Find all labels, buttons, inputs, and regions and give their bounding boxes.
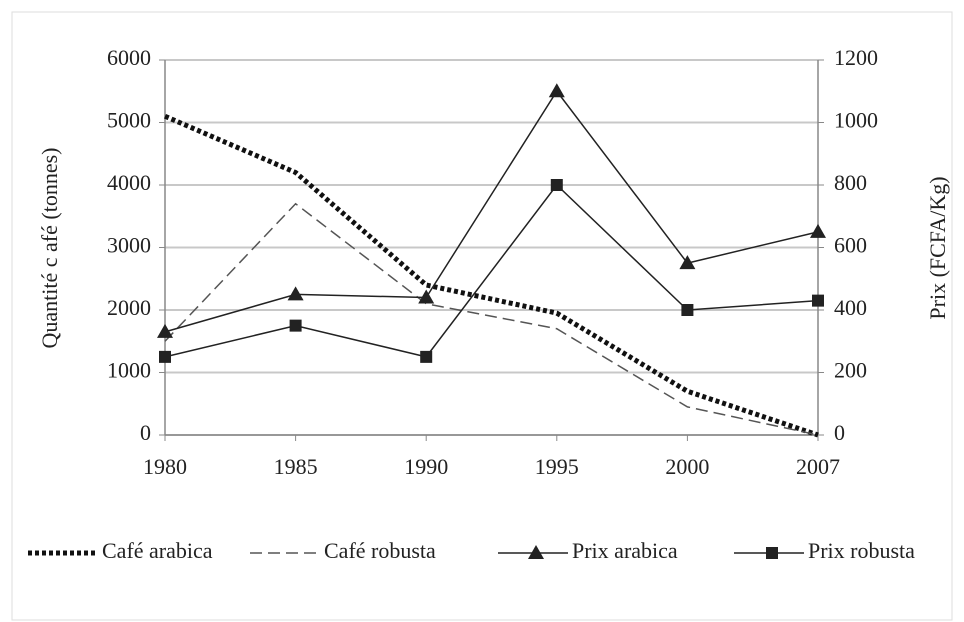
series-line bbox=[164, 202, 819, 436]
marker bbox=[548, 83, 565, 98]
chart-frame bbox=[11, 11, 953, 621]
x-tick-label: 2007 bbox=[796, 454, 840, 479]
y-axis-title: Quantité c afé (tonnes) bbox=[37, 148, 62, 349]
y2-tick-label: 1000 bbox=[834, 108, 878, 133]
y2-tick-label: 1200 bbox=[834, 45, 878, 70]
series-line bbox=[164, 89, 819, 333]
marker bbox=[810, 223, 826, 238]
legend-label: Café arabica bbox=[102, 538, 213, 563]
x-tick-label: 2000 bbox=[665, 454, 709, 479]
marker bbox=[766, 547, 778, 559]
marker bbox=[289, 319, 302, 332]
y-tick-label: 3000 bbox=[107, 233, 151, 258]
marker bbox=[287, 286, 304, 301]
y2-tick-label: 200 bbox=[834, 358, 867, 383]
x-tick-label: 1985 bbox=[274, 454, 318, 479]
y2-tick-label: 800 bbox=[834, 170, 867, 195]
marker bbox=[679, 255, 696, 270]
y-tick-label: 2000 bbox=[107, 295, 151, 320]
legend-label: Prix arabica bbox=[572, 538, 678, 563]
x-tick-label: 1990 bbox=[404, 454, 448, 479]
y2-tick-label: 600 bbox=[834, 233, 867, 258]
x-tick-label: 1980 bbox=[143, 454, 187, 479]
legend-label: Prix robusta bbox=[808, 538, 915, 563]
marker bbox=[681, 304, 694, 316]
marker bbox=[420, 350, 433, 363]
y-tick-label: 0 bbox=[140, 420, 151, 445]
y2-tick-label: 0 bbox=[834, 420, 845, 445]
legend-label: Café robusta bbox=[324, 538, 436, 563]
x-tick-label: 1995 bbox=[535, 454, 579, 479]
marker bbox=[550, 179, 563, 191]
y2-tick-label: 400 bbox=[834, 295, 867, 320]
series-line bbox=[164, 113, 819, 438]
y-tick-label: 1000 bbox=[107, 358, 151, 383]
y-tick-label: 4000 bbox=[107, 170, 151, 195]
marker bbox=[159, 350, 171, 363]
y2-axis-title: Prix (FCFA/Kg) bbox=[925, 176, 950, 319]
y-tick-label: 5000 bbox=[107, 108, 151, 133]
series-line bbox=[164, 183, 819, 358]
marker bbox=[812, 294, 824, 307]
marker bbox=[418, 289, 435, 304]
marker bbox=[528, 545, 544, 559]
marker bbox=[157, 323, 173, 338]
y-tick-label: 6000 bbox=[107, 45, 151, 70]
